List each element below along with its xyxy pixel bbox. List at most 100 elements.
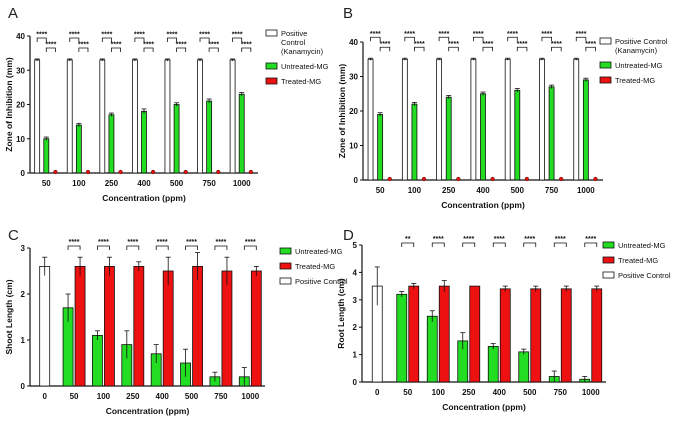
legend-swatch [599, 61, 612, 69]
x-tick-label: 500 [170, 179, 184, 188]
significance-label: **** [127, 239, 138, 246]
significance-label: **** [473, 31, 484, 38]
legend-label: Control [281, 38, 306, 47]
legend-label: Positive [281, 29, 307, 38]
legend-swatch [602, 256, 615, 264]
x-axis-title: Concentration (ppm) [102, 193, 186, 203]
bar-treated-mg-zero-marker [118, 169, 123, 175]
significance-bracket [185, 245, 198, 250]
significance-bracket [404, 36, 415, 42]
bar-treated-mg-zero-marker [456, 176, 461, 182]
significance-bracket [167, 37, 177, 42]
significance-bracket [176, 47, 187, 52]
legend-label: Treated-MG [615, 76, 655, 85]
significance-label: **** [463, 236, 474, 243]
significance-bracket [401, 242, 415, 247]
bar-treated-mg-zero-marker [593, 176, 598, 182]
y-tick-label: 0 [21, 382, 26, 391]
significance-label: **** [433, 236, 444, 243]
significance-label: **** [241, 41, 252, 48]
legend-swatch [599, 37, 612, 45]
x-axis-title: Concentration (ppm) [441, 200, 525, 210]
x-tick-label: 250 [442, 186, 456, 195]
bar-untreated-mg [396, 293, 408, 383]
y-tick-label: 20 [349, 107, 358, 116]
bar-untreated-mg [426, 315, 438, 383]
bar-treated-mg [438, 285, 450, 383]
bar-positive-control-kanamycin [367, 58, 374, 181]
significance-label: **** [78, 41, 89, 48]
x-tick-label: 50 [42, 179, 51, 188]
legend-label: (Kanamycin) [615, 46, 658, 55]
x-tick-label: 400 [476, 186, 490, 195]
significance-bracket [45, 47, 56, 52]
x-tick-label: 100 [97, 392, 111, 401]
chart-panel-a: A 0 10 20 30 40 Zone of Inhibition (mm) Concent… [4, 5, 329, 203]
bar-treated-mg-zero-marker [151, 169, 156, 175]
bar-treated-mg-zero-marker [421, 176, 427, 182]
x-tick-label: 250 [126, 392, 140, 401]
significance-bracket [585, 46, 596, 52]
significance-bracket [78, 47, 89, 52]
legend-swatch [265, 62, 278, 70]
bar-untreated-mg [43, 138, 50, 174]
significance-bracket [232, 37, 243, 42]
bar-treated-mg [408, 285, 420, 383]
significance-bracket [553, 242, 567, 247]
significance-label: **** [541, 31, 552, 38]
significance-label: **** [167, 31, 178, 38]
y-tick-label: 20 [16, 101, 25, 110]
significance-label: **** [517, 41, 528, 48]
bar-treated-mg-zero-marker [53, 169, 58, 175]
bar-untreated-mg [582, 79, 589, 181]
bar-untreated-mg [487, 345, 499, 383]
x-tick-label: 750 [554, 388, 568, 397]
legend: Untreated-MG Treated-MG Positive Control [602, 241, 671, 280]
bar-untreated-mg [206, 100, 213, 174]
legend-label: Untreated-MG [295, 247, 343, 256]
significance-label: **** [555, 236, 566, 243]
x-tick-label: 100 [432, 388, 446, 397]
significance-label: **** [215, 239, 226, 246]
x-tick-label: 750 [545, 186, 559, 195]
legend-label: Untreated-MG [615, 61, 663, 70]
x-tick-label: 1000 [241, 392, 259, 401]
legend-swatch [279, 262, 292, 270]
bar-positive-control-kanamycin [401, 58, 408, 181]
significance-label: **** [585, 236, 596, 243]
x-tick-label: 1000 [577, 186, 595, 195]
significance-bracket [97, 245, 110, 250]
significance-label: **** [69, 31, 80, 38]
x-tick-label: 50 [403, 388, 412, 397]
significance-bracket [134, 37, 145, 42]
x-tick-label: 750 [214, 392, 228, 401]
bar-positive-control-kanamycin [99, 59, 106, 174]
significance-bracket [214, 245, 228, 250]
significance-label: **** [186, 239, 197, 246]
significance-bracket [241, 47, 252, 52]
legend: Positive Control(Kanamycin) Untreated-MG T… [599, 37, 668, 85]
legend-label: (Kanamycin) [281, 47, 324, 56]
y-tick-label: 30 [349, 73, 358, 82]
x-tick-label: 400 [493, 388, 507, 397]
bar-treated-mg [591, 288, 603, 383]
bar-treated-mg-zero-marker [85, 169, 91, 175]
y-tick-label: 0 [21, 169, 26, 178]
x-tick-label: 0 [375, 388, 380, 397]
y-tick-label: 3 [353, 296, 358, 305]
bar-treated-mg-zero-marker [387, 176, 392, 182]
significance-bracket [379, 46, 391, 52]
legend-swatch [599, 76, 612, 84]
significance-bracket [523, 242, 537, 247]
bar-treated-mg [192, 265, 203, 387]
bar-treated-mg-zero-marker [248, 169, 253, 175]
significance-bracket [507, 36, 518, 42]
bar-positive-control-kanamycin [164, 59, 171, 174]
chart-panel-c: C 0 1 2 3 Shoot Length (cm) Concentration (ppm… [4, 227, 348, 416]
bar-treated-mg-zero-marker [490, 176, 495, 182]
bar-treated-mg-zero-marker [559, 176, 564, 182]
bar-positive-control-kanamycin [131, 59, 138, 174]
significance-label: **** [176, 41, 187, 48]
x-tick-label: 250 [462, 388, 476, 397]
bar-untreated-mg [108, 114, 115, 174]
